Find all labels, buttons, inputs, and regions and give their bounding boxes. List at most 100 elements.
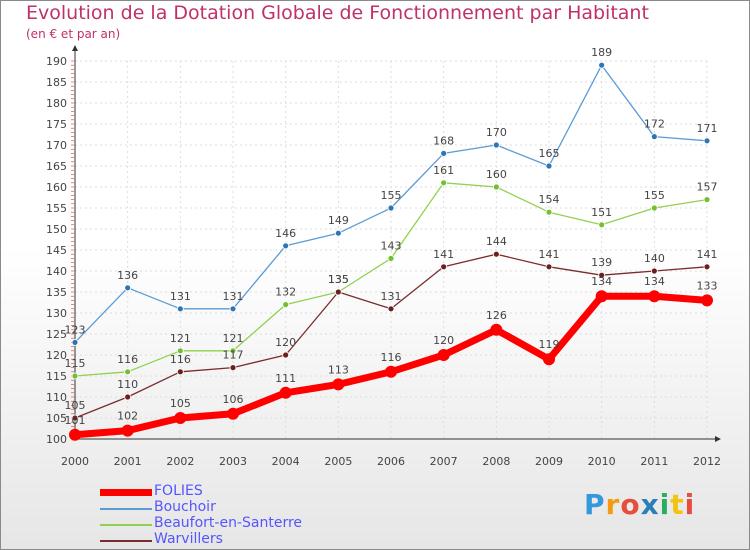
point-bouchoir [176,305,184,313]
data-label-folies: 116 [381,351,402,364]
x-tick-label: 2003 [219,455,247,468]
point-folies [701,294,713,307]
data-label-beaufort-en-santerre: 143 [381,239,402,252]
data-label-folies: 106 [223,393,244,406]
point-warvillers [229,364,237,372]
data-label-beaufort-en-santerre: 160 [486,168,507,181]
y-tick-label: 145 [46,244,67,257]
logo-letter: P [584,488,606,521]
data-label-warvillers: 105 [65,399,86,412]
point-bouchoir [71,338,79,346]
point-bouchoir [387,204,395,212]
point-folies [332,378,345,391]
point-bouchoir [229,305,237,313]
data-label-folies: 120 [433,334,454,347]
y-tick-label: 190 [46,55,67,68]
legend-item-folies: FOLIES [100,483,360,500]
data-label-beaufort-en-santerre: 155 [644,189,665,202]
legend-swatch [100,508,152,510]
data-label-bouchoir: 170 [486,126,507,139]
data-label-beaufort-en-santerre: 161 [433,164,454,177]
proxiti-logo: Proxiti [584,488,695,521]
data-label-beaufort-en-santerre: 121 [170,332,191,345]
point-bouchoir [598,61,606,69]
y-tick-label: 140 [46,265,67,278]
data-label-bouchoir: 165 [539,147,560,160]
x-tick-label: 2011 [640,455,668,468]
y-tick-label: 155 [46,202,67,215]
data-label-folies: 119 [539,338,560,351]
data-label-folies: 113 [328,363,349,376]
legend-item-bouchoir: Bouchoir [100,499,360,516]
x-tick-label: 2005 [324,455,352,468]
data-label-beaufort-en-santerre: 157 [697,181,718,194]
data-label-warvillers: 141 [697,248,718,261]
x-tick-label: 2007 [430,455,458,468]
y-tick-label: 180 [46,97,67,110]
legend-item-beaufort-en-santerre: Beaufort-en-Santerre [100,515,360,532]
point-folies [69,428,81,441]
point-folies [490,323,503,336]
x-tick-label: 2012 [693,455,721,468]
data-label-folies: 126 [486,309,507,322]
y-tick-label: 160 [46,181,67,194]
y-tick-label: 175 [46,118,67,131]
y-tick-label: 170 [46,139,67,152]
y-tick-label: 130 [46,307,67,320]
data-label-bouchoir: 131 [170,290,191,303]
data-label-beaufort-en-santerre: 151 [591,206,612,219]
point-bouchoir [703,137,711,145]
data-label-warvillers: 144 [486,235,507,248]
legend-swatch [100,524,152,526]
x-tick-label: 2002 [166,455,194,468]
x-tick-label: 2000 [61,455,89,468]
data-label-warvillers: 141 [539,248,560,261]
point-warvillers [650,267,658,275]
data-label-folies: 111 [275,372,296,385]
logo-letter: o [620,488,641,521]
data-label-folies: 105 [170,397,191,410]
data-label-warvillers: 120 [275,336,296,349]
logo-letter: t [670,488,685,521]
data-label-bouchoir: 131 [223,290,244,303]
data-label-bouchoir: 168 [433,134,454,147]
data-label-warvillers: 110 [117,378,138,391]
point-bouchoir [282,242,290,250]
data-label-beaufort-en-santerre: 154 [539,193,560,206]
point-folies [279,386,292,399]
x-tick-label: 2004 [272,455,300,468]
point-bouchoir [545,162,553,170]
logo-letter: i [659,488,671,521]
point-folies [174,412,187,424]
chart-subtitle: (en € et par an) [26,27,121,41]
logo-letter: x [640,488,660,521]
point-beaufort-en-santerre [176,347,184,355]
y-tick-label: 135 [46,286,67,299]
x-axis-arrow [715,436,721,442]
point-warvillers [440,263,448,271]
legend-label: Warvillers [154,531,223,547]
data-label-bouchoir: 189 [591,46,612,59]
point-beaufort-en-santerre [124,368,132,376]
point-beaufort-en-santerre [703,196,711,204]
point-warvillers [387,305,395,313]
point-beaufort-en-santerre [282,301,290,309]
point-folies [227,407,239,420]
point-beaufort-en-santerre [387,254,395,262]
x-tick-label: 2001 [114,455,142,468]
point-beaufort-en-santerre [650,204,658,212]
x-tick-label: 2006 [377,455,405,468]
data-label-beaufort-en-santerre: 132 [275,286,296,299]
point-bouchoir [334,229,342,237]
point-beaufort-en-santerre [598,221,606,229]
y-tick-label: 165 [46,160,67,173]
data-label-folies: 134 [591,275,612,288]
data-label-beaufort-en-santerre: 121 [223,332,244,345]
data-label-warvillers: 116 [170,353,191,366]
data-label-warvillers: 139 [591,256,612,269]
legend: FOLIES Bouchoir Beaufort-en-Santerre Warvil… [100,483,360,548]
data-label-bouchoir: 171 [697,122,718,135]
y-tick-label: 115 [46,370,67,383]
point-folies [437,349,450,361]
